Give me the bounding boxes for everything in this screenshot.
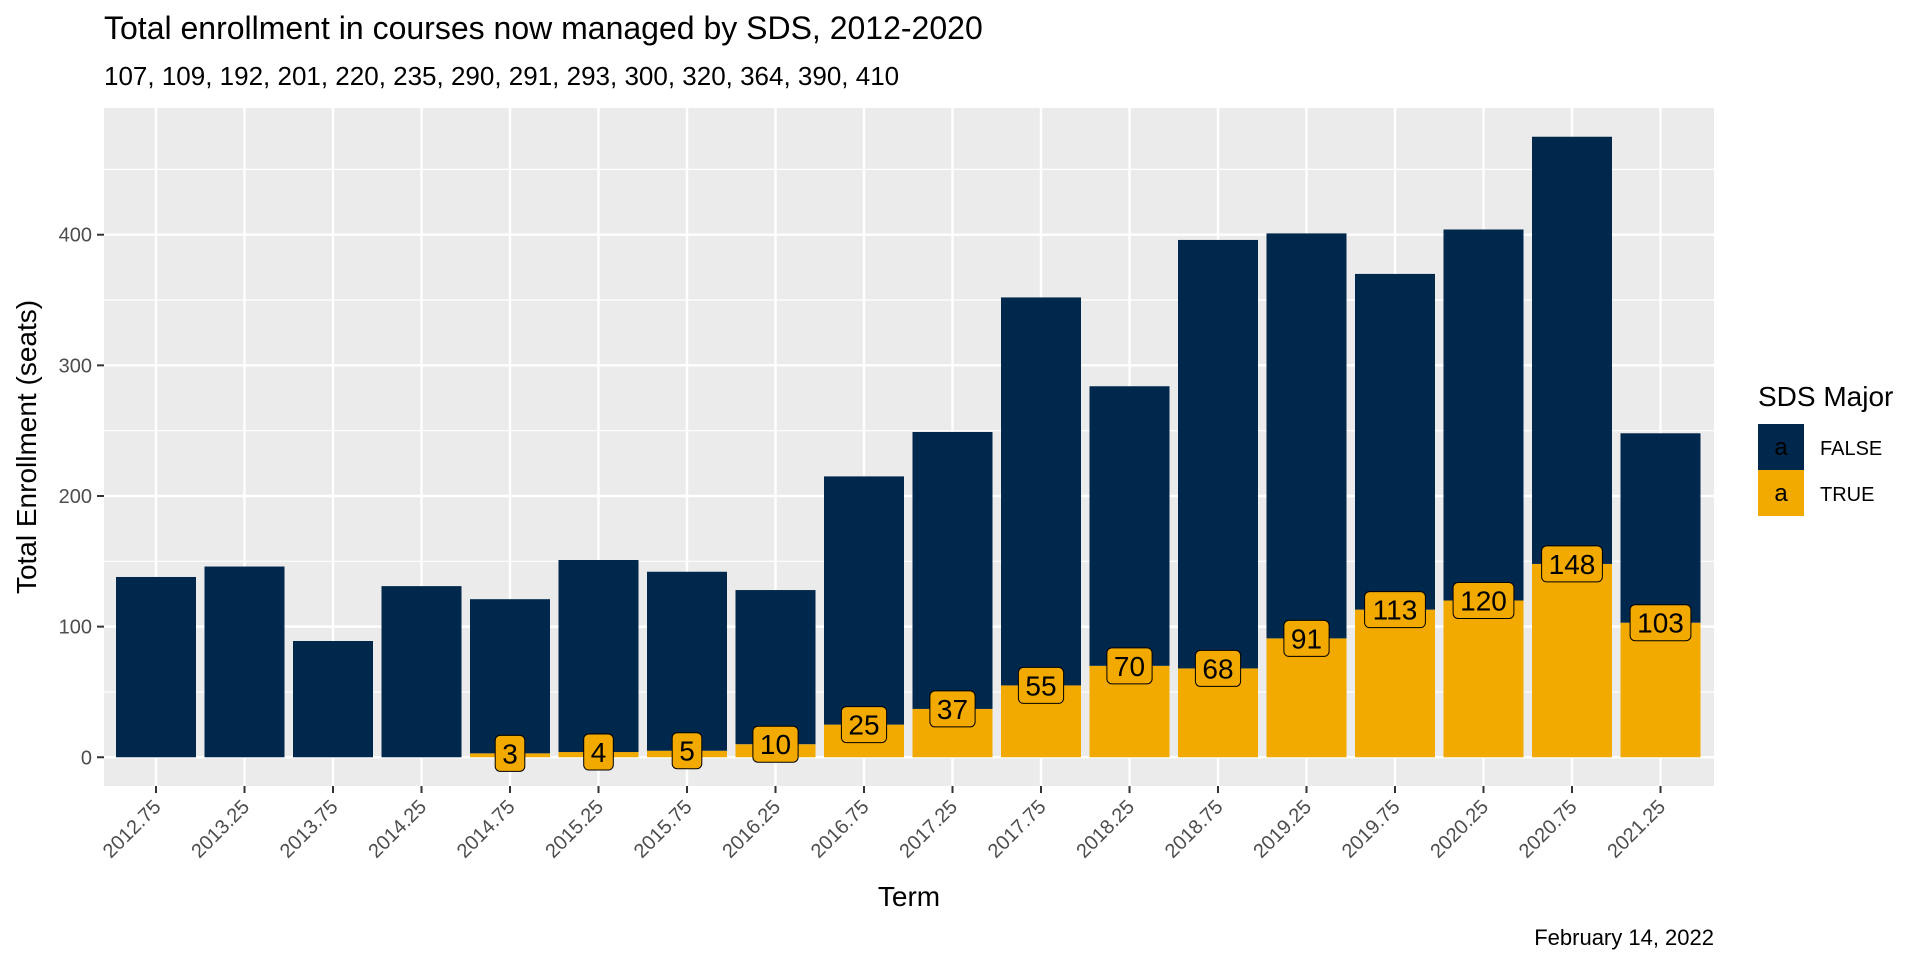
data-label: 68 bbox=[1202, 653, 1233, 684]
legend-key-true-glyph: a bbox=[1774, 480, 1788, 507]
data-label: 91 bbox=[1291, 623, 1322, 654]
data-labels: 3 4 5 10 25 37 55 70 68 91 113 120 148 103 bbox=[494, 545, 1692, 772]
x-tick-label: 2020.75 bbox=[1515, 796, 1582, 863]
x-tick-label: 2020.25 bbox=[1426, 796, 1493, 863]
bars bbox=[116, 136, 1701, 758]
x-tick-label: 2014.25 bbox=[364, 796, 431, 863]
data-label: 3 bbox=[502, 738, 518, 769]
x-axis: 2012.75 2013.25 2013.75 2014.25 2014.75 2015.… bbox=[99, 786, 1670, 863]
bar-false bbox=[470, 599, 550, 754]
legend-title: SDS Major bbox=[1758, 381, 1893, 412]
x-tick-label: 2013.25 bbox=[187, 796, 254, 863]
data-label: 148 bbox=[1549, 549, 1596, 580]
y-tick-label: 400 bbox=[59, 225, 92, 247]
data-label-box bbox=[1629, 604, 1692, 642]
legend-key-false bbox=[1758, 424, 1804, 470]
data-label: 113 bbox=[1373, 595, 1418, 626]
y-tick-label: 0 bbox=[81, 747, 92, 769]
bar-false bbox=[1089, 386, 1170, 666]
bar-true bbox=[1266, 638, 1347, 758]
chart-subtitle: 107, 109, 192, 201, 220, 235, 290, 291, … bbox=[104, 61, 899, 91]
y-tick-label: 100 bbox=[59, 617, 92, 639]
bar-true bbox=[1532, 563, 1612, 758]
x-axis-title: Term bbox=[878, 881, 940, 912]
legend-key-true bbox=[1758, 470, 1804, 516]
x-tick-label: 2013.75 bbox=[276, 796, 343, 863]
y-tick-label: 300 bbox=[59, 355, 92, 377]
data-label-box bbox=[752, 725, 799, 763]
data-label-box bbox=[840, 706, 888, 744]
bar-false bbox=[1355, 273, 1435, 610]
x-tick-label: 2017.75 bbox=[984, 796, 1051, 863]
data-label-box bbox=[1452, 581, 1515, 619]
data-label-box bbox=[1541, 545, 1603, 583]
y-axis-title: Total Enrollment (seats) bbox=[11, 300, 42, 594]
data-label: 10 bbox=[760, 729, 791, 760]
legend-label-true: TRUE bbox=[1820, 484, 1874, 506]
data-label: 5 bbox=[679, 736, 695, 767]
x-tick-label: 2019.25 bbox=[1249, 796, 1316, 863]
bar-false bbox=[1266, 233, 1347, 639]
bar-false bbox=[1001, 297, 1081, 686]
x-tick-label: 2015.25 bbox=[541, 796, 608, 863]
data-label-box bbox=[1194, 649, 1242, 687]
data-label-box bbox=[583, 733, 614, 771]
x-tick-label: 2019.75 bbox=[1338, 796, 1405, 863]
data-label: 70 bbox=[1114, 651, 1145, 682]
data-label-box bbox=[1017, 666, 1065, 704]
x-tick-label: 2016.75 bbox=[807, 796, 874, 863]
x-tick-label: 2018.75 bbox=[1161, 796, 1228, 863]
data-label: 120 bbox=[1460, 585, 1507, 616]
bar-true bbox=[1620, 622, 1701, 758]
x-tick-label: 2016.25 bbox=[718, 796, 785, 863]
bar-false bbox=[293, 640, 373, 758]
legend-key-false-glyph: a bbox=[1774, 434, 1788, 461]
data-label-box bbox=[1106, 647, 1153, 685]
bar-true bbox=[1355, 609, 1435, 758]
bar-true bbox=[1443, 600, 1524, 758]
bar-false bbox=[1532, 136, 1612, 564]
bar-false bbox=[116, 576, 196, 758]
data-label-box bbox=[929, 690, 976, 728]
data-label: 25 bbox=[848, 710, 879, 741]
chart-title: Total enrollment in courses now managed … bbox=[104, 10, 983, 46]
x-tick-label: 2012.75 bbox=[99, 796, 166, 863]
bar-false bbox=[647, 571, 727, 751]
x-tick-label: 2014.75 bbox=[453, 796, 520, 863]
y-axis: 0 100 200 300 400 bbox=[59, 225, 104, 769]
x-tick-label: 2015.75 bbox=[630, 796, 697, 863]
bar-false bbox=[735, 590, 816, 745]
data-label-box bbox=[1364, 591, 1426, 629]
data-label: 37 bbox=[937, 694, 968, 725]
x-tick-label: 2021.25 bbox=[1603, 796, 1670, 863]
bar-false bbox=[1443, 229, 1524, 601]
data-label: 55 bbox=[1025, 670, 1056, 701]
bar-false bbox=[381, 586, 462, 758]
data-label-box bbox=[1283, 619, 1330, 657]
bar-false bbox=[824, 476, 904, 725]
bar-false bbox=[558, 560, 639, 753]
y-tick-label: 200 bbox=[59, 486, 92, 508]
bar-false bbox=[912, 431, 993, 709]
data-label: 4 bbox=[591, 737, 607, 768]
data-label-box bbox=[494, 734, 526, 772]
data-label-box bbox=[671, 732, 703, 770]
x-tick-label: 2018.25 bbox=[1072, 796, 1139, 863]
legend: SDS Major a FALSE a TRUE bbox=[1758, 381, 1893, 516]
data-label: 103 bbox=[1637, 608, 1684, 639]
bar-false bbox=[1620, 433, 1701, 623]
bar-false bbox=[204, 566, 285, 758]
legend-label-false: FALSE bbox=[1820, 438, 1882, 460]
bar-false bbox=[1178, 239, 1258, 669]
x-tick-label: 2017.25 bbox=[895, 796, 962, 863]
chart-caption: February 14, 2022 bbox=[1534, 925, 1714, 950]
